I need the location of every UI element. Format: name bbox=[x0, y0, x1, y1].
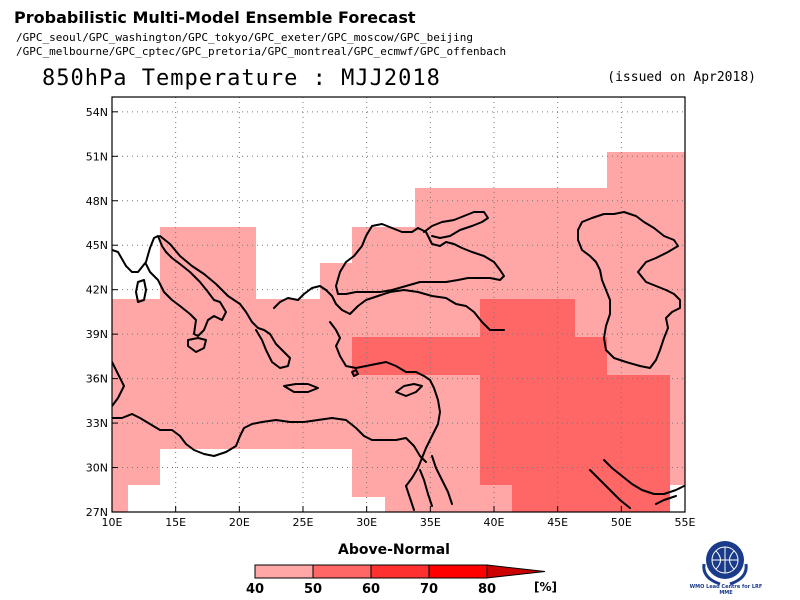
coastline-red-sea bbox=[405, 455, 453, 511]
color-bar: 40 50 60 70 80 [%] bbox=[246, 564, 557, 597]
y-tick-label: 30N bbox=[86, 462, 108, 475]
coastlines bbox=[112, 211, 685, 511]
issued-date: (issued on Apr2018) bbox=[607, 70, 756, 85]
x-tick-label: 40E bbox=[484, 516, 505, 529]
coastline-persian-gulf bbox=[589, 459, 685, 509]
legend-label-80: 80 bbox=[478, 582, 496, 597]
x-axis: 10E 15E 20E 25E 30E 35E 40E 45E 50E 55E bbox=[102, 506, 696, 529]
x-tick-label: 25E bbox=[293, 516, 314, 529]
legend-unit: [%] bbox=[534, 580, 557, 594]
y-tick-label: 54N bbox=[86, 106, 108, 119]
map-frame bbox=[111, 96, 686, 513]
x-tick-label: 50E bbox=[611, 516, 632, 529]
y-axis: 27N 30N 33N 36N 39N 42N 45N 48N 51N 54N bbox=[86, 106, 118, 519]
map-subtitle: 850hPa Temperature : MJJ2018 bbox=[42, 66, 441, 91]
x-tick-label: 15E bbox=[165, 516, 186, 529]
legend-label-50: 50 bbox=[304, 582, 322, 597]
legend-label-70: 70 bbox=[420, 582, 438, 597]
color-bar-arrow-80 bbox=[486, 564, 546, 579]
color-bar-box-50 bbox=[312, 564, 372, 579]
legend-label-40: 40 bbox=[246, 582, 264, 597]
y-tick-label: 51N bbox=[86, 150, 108, 163]
logo-caption: WMO Lead Centre for LRF MME bbox=[689, 584, 763, 596]
shade-above-normal-50 bbox=[352, 299, 670, 512]
x-tick-label: 35E bbox=[420, 516, 441, 529]
x-tick-label: 20E bbox=[229, 516, 250, 529]
shading-layer bbox=[112, 152, 685, 512]
y-tick-label: 48N bbox=[86, 195, 108, 208]
legend-label-60: 60 bbox=[362, 582, 380, 597]
x-tick-label: 30E bbox=[356, 516, 377, 529]
legend-title: Above-Normal bbox=[338, 542, 450, 558]
y-tick-label: 39N bbox=[86, 328, 108, 341]
y-tick-label: 42N bbox=[86, 284, 108, 297]
y-tick-label: 45N bbox=[86, 239, 108, 252]
coastline-caspian bbox=[577, 211, 681, 369]
page-title: Probabilistic Multi-Model Ensemble Forec… bbox=[14, 8, 416, 27]
x-tick-label: 45E bbox=[547, 516, 568, 529]
coastline-azov bbox=[423, 211, 489, 239]
y-tick-label: 36N bbox=[86, 373, 108, 386]
island-crete bbox=[283, 383, 319, 393]
color-bar-box-60 bbox=[370, 564, 430, 579]
y-tick-label: 27N bbox=[86, 506, 108, 519]
y-tick-label: 33N bbox=[86, 417, 108, 430]
x-tick-label: 10E bbox=[102, 516, 123, 529]
island-rhodes bbox=[351, 369, 359, 377]
coastline-north-africa bbox=[112, 361, 427, 463]
centers-line-2: /GPC_melbourne/GPC_cptec/GPC_pretoria/GP… bbox=[16, 45, 507, 58]
x-tick-label: 55E bbox=[675, 516, 696, 529]
color-bar-box-70 bbox=[428, 564, 488, 579]
color-bar-box-40 bbox=[254, 564, 314, 579]
centers-line-1: /GPC_seoul/GPC_washington/GPC_tokyo/GPC_… bbox=[16, 31, 473, 44]
island-sicily bbox=[187, 337, 207, 353]
island-cyprus bbox=[395, 383, 423, 397]
island-sardinia bbox=[135, 279, 147, 303]
coastline-black-sea bbox=[335, 223, 505, 295]
coastline-north-med bbox=[112, 235, 505, 487]
wmo-logo-icon bbox=[702, 541, 748, 586]
grid-lines bbox=[112, 97, 685, 512]
